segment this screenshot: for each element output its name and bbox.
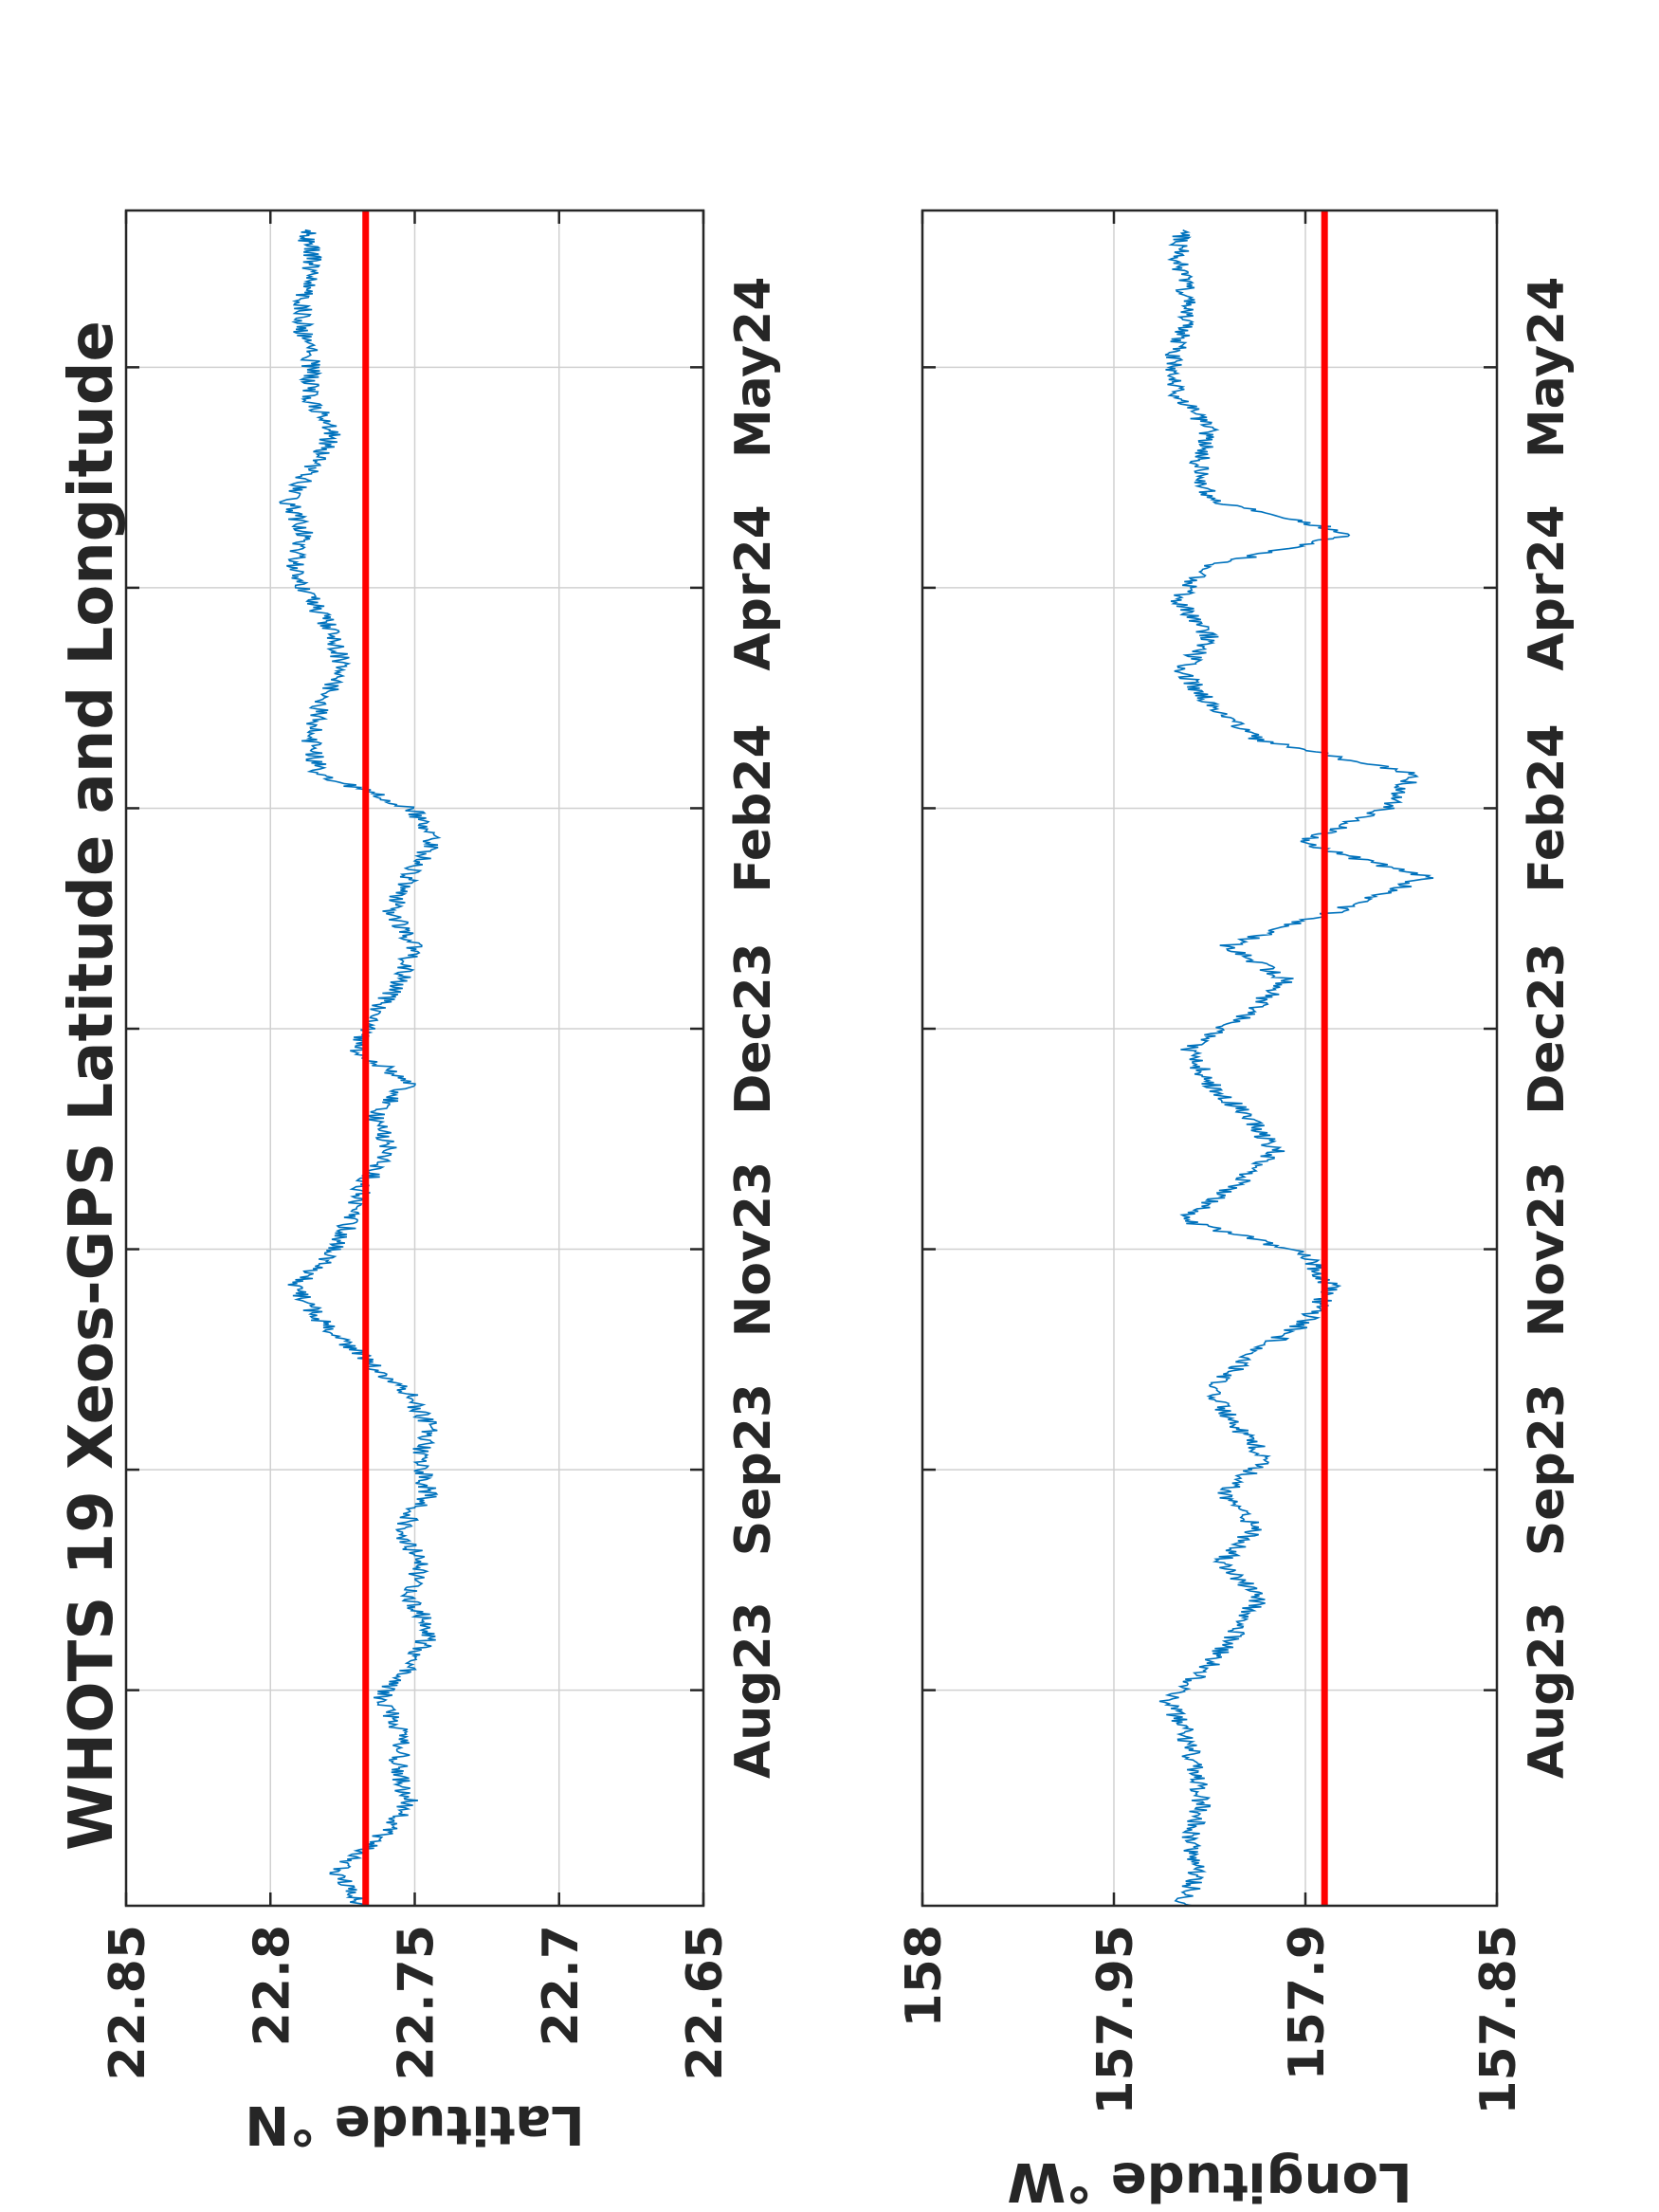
value-tick-label: 157.95 <box>1087 1925 1144 2115</box>
time-tick-label: Aug23 <box>1519 1601 1576 1779</box>
axis-label-value: Longitude °W <box>1007 2150 1412 2212</box>
time-tick-label: May24 <box>1519 277 1576 459</box>
chart-panel-1: 22.85 22.8 22.75 22.7 22.65 Aug23 Sep23 Nov23 De… <box>100 209 782 2155</box>
time-tick-label: Dec23 <box>725 942 782 1115</box>
value-tick-label: 22.65 <box>677 1925 734 2080</box>
value-tick-label: 157.85 <box>1470 1925 1527 2115</box>
value-tick-label: 22.7 <box>533 1925 590 2046</box>
time-tick-label: Feb24 <box>1519 723 1576 892</box>
value-tick-label: 158 <box>896 1925 953 2028</box>
time-tick-label: Apr24 <box>1519 504 1576 670</box>
time-tick-label: Sep23 <box>725 1383 782 1556</box>
data-series-line <box>279 229 442 1907</box>
data-series-line <box>1158 229 1434 1907</box>
time-tick-label: Nov23 <box>725 1161 782 1338</box>
axis-label-value: Latitude °N <box>245 2093 585 2155</box>
value-tick-label: 157.9 <box>1279 1925 1336 2080</box>
time-tick-label: Sep23 <box>1519 1383 1576 1556</box>
value-tick-label: 22.75 <box>389 1925 446 2080</box>
chart-panel-2: 158 157.95 157.9 157.85 Aug23 Sep23 Nov23 Dec23… <box>896 209 1576 2212</box>
time-tick-label: Feb24 <box>725 723 782 892</box>
time-tick-label: May24 <box>725 277 782 459</box>
figure-title: WHOTS 19 Xeos-GPS Latitude and Longitude <box>57 320 127 1851</box>
time-tick-label: Aug23 <box>725 1601 782 1779</box>
value-tick-label: 22.8 <box>244 1925 301 2046</box>
time-tick-label: Apr24 <box>725 504 782 670</box>
axes-box <box>921 209 1499 1908</box>
time-tick-label: Nov23 <box>1519 1161 1576 1338</box>
value-tick-label: 22.85 <box>100 1925 156 2080</box>
time-tick-label: Dec23 <box>1519 942 1576 1115</box>
